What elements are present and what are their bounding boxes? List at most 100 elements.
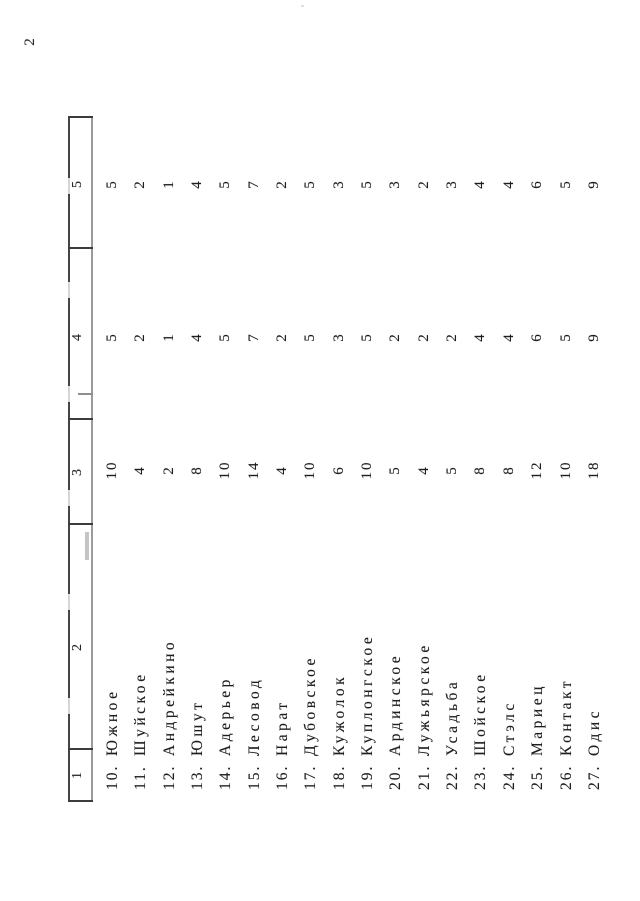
cell-col4: 2 <box>132 332 149 342</box>
cell-col3: 5 <box>387 465 404 475</box>
scan-artifact-tick <box>78 393 93 395</box>
cell-col5: 4 <box>472 179 489 189</box>
cell-col3: 14 <box>245 460 262 480</box>
row-name: Мариец <box>529 683 547 756</box>
row-name: Юшут <box>189 699 207 756</box>
row-index: 16. <box>274 764 292 790</box>
column-header-1: 1 <box>70 771 85 779</box>
column-header-4: 4 <box>70 333 85 341</box>
cell-col5: 5 <box>104 179 120 189</box>
row-name: Стэлс <box>500 700 518 756</box>
cell-col5: 5 <box>557 179 574 189</box>
table-row: 22. Усадьба 5 2 3 <box>440 112 468 802</box>
row-name: Андрейкино <box>160 638 178 756</box>
row-name: Лужьярское <box>415 642 433 756</box>
table-body: 10. Южное 10 5 5 11. Шуйское 4 2 2 12. Андрейкино 2 1… <box>100 112 610 802</box>
table-row: 14. Адерьер 10 5 5 <box>213 112 241 802</box>
cell-col3: 10 <box>557 460 574 480</box>
row-index: 14. <box>217 764 235 790</box>
cell-col3: 4 <box>415 465 432 475</box>
row-name: Шуйское <box>132 671 150 756</box>
cell-col3: 10 <box>302 460 319 480</box>
column-header-5: 5 <box>70 180 85 188</box>
row-index: 19. <box>359 764 377 790</box>
table-header-bottom-rule <box>91 116 93 802</box>
cell-col5: 2 <box>132 179 149 189</box>
cell-col4: 5 <box>217 332 234 342</box>
cell-col4: 2 <box>387 332 404 342</box>
row-index: 27. <box>585 764 603 790</box>
row-index: 22. <box>444 764 462 790</box>
cell-col4: 6 <box>529 332 546 342</box>
row-name: Лесовод <box>245 676 263 756</box>
cell-col5: 9 <box>585 179 602 189</box>
row-name: Адерьер <box>217 676 235 756</box>
cell-col3: 5 <box>444 465 461 475</box>
cell-col3: 10 <box>217 460 234 480</box>
cell-col3: 10 <box>104 460 120 480</box>
cell-col4: 5 <box>302 332 319 342</box>
header-cell-divider <box>68 800 93 802</box>
cell-col5: 2 <box>415 179 432 189</box>
row-index: 17. <box>302 764 320 790</box>
table-row: 18. Кужолок 6 3 3 <box>327 112 355 802</box>
row-name: Кужолок <box>330 673 348 756</box>
row-name: Шойское <box>472 671 490 756</box>
cell-col3: 4 <box>132 465 149 475</box>
table-row: 21. Лужьярское 4 2 2 <box>412 112 440 802</box>
cell-col3: 6 <box>330 465 347 475</box>
cell-col4: 1 <box>160 332 177 342</box>
table-row: 12. Андрейкино 2 1 1 <box>157 112 185 802</box>
table-row: 20. Ардинское 5 2 3 <box>383 112 411 802</box>
cell-col3: 4 <box>274 465 291 475</box>
row-index: 11. <box>132 765 150 790</box>
cell-col3: 8 <box>472 465 489 475</box>
row-name: Одис <box>585 707 603 756</box>
header-cell-divider <box>68 523 93 525</box>
row-name: Усадьба <box>444 678 462 756</box>
row-name: Дубовское <box>302 655 320 756</box>
cell-col5: 7 <box>245 179 262 189</box>
cell-col4: 3 <box>330 332 347 342</box>
cell-col5: 2 <box>274 179 291 189</box>
row-index: 25. <box>529 764 547 790</box>
cell-col5: 3 <box>387 179 404 189</box>
column-header-3: 3 <box>70 468 85 476</box>
column-header-2: 2 <box>70 643 85 651</box>
header-cell-divider <box>68 418 93 420</box>
cell-col5: 3 <box>444 179 461 189</box>
cell-col5: 3 <box>330 179 347 189</box>
table-row: 16. Нарат 4 2 2 <box>270 112 298 802</box>
row-name: Нарат <box>274 699 292 756</box>
page-number: 2 <box>22 38 38 46</box>
row-index: 26. <box>557 764 575 790</box>
table-row: 27. Одис 18 9 9 <box>582 112 610 802</box>
cell-col5: 4 <box>500 179 517 189</box>
row-name: Куплонгское <box>359 633 377 756</box>
table-row: 17. Дубовское 10 5 5 <box>298 112 326 802</box>
row-index: 13. <box>189 764 207 790</box>
table-row: 10. Южное 10 5 5 <box>100 112 128 802</box>
table-row: 26. Контакт 10 5 5 <box>554 112 582 802</box>
cell-col4: 4 <box>189 332 206 342</box>
cell-col5: 5 <box>302 179 319 189</box>
cell-col3: 2 <box>160 465 177 475</box>
cell-col3: 18 <box>585 460 602 480</box>
cell-col4: 9 <box>585 332 602 342</box>
cell-col5: 5 <box>359 179 376 189</box>
row-index: 21. <box>415 764 433 790</box>
row-index: 23. <box>472 764 490 790</box>
row-index: 10. <box>104 764 121 790</box>
row-index: 24. <box>500 764 518 790</box>
table-row: 25. Мариец 12 6 6 <box>525 112 553 802</box>
header-cell-divider <box>68 247 93 249</box>
row-index: 18. <box>330 764 348 790</box>
table-row: 23. Шойское 8 4 4 <box>468 112 496 802</box>
cell-col5: 5 <box>217 179 234 189</box>
cell-col4: 2 <box>415 332 432 342</box>
cell-col5: 1 <box>160 179 177 189</box>
table-row: 19. Куплонгское 10 5 5 <box>355 112 383 802</box>
table-row: 11. Шуйское 4 2 2 <box>128 112 156 802</box>
scan-speck <box>301 5 304 7</box>
scan-smudge <box>85 532 89 560</box>
